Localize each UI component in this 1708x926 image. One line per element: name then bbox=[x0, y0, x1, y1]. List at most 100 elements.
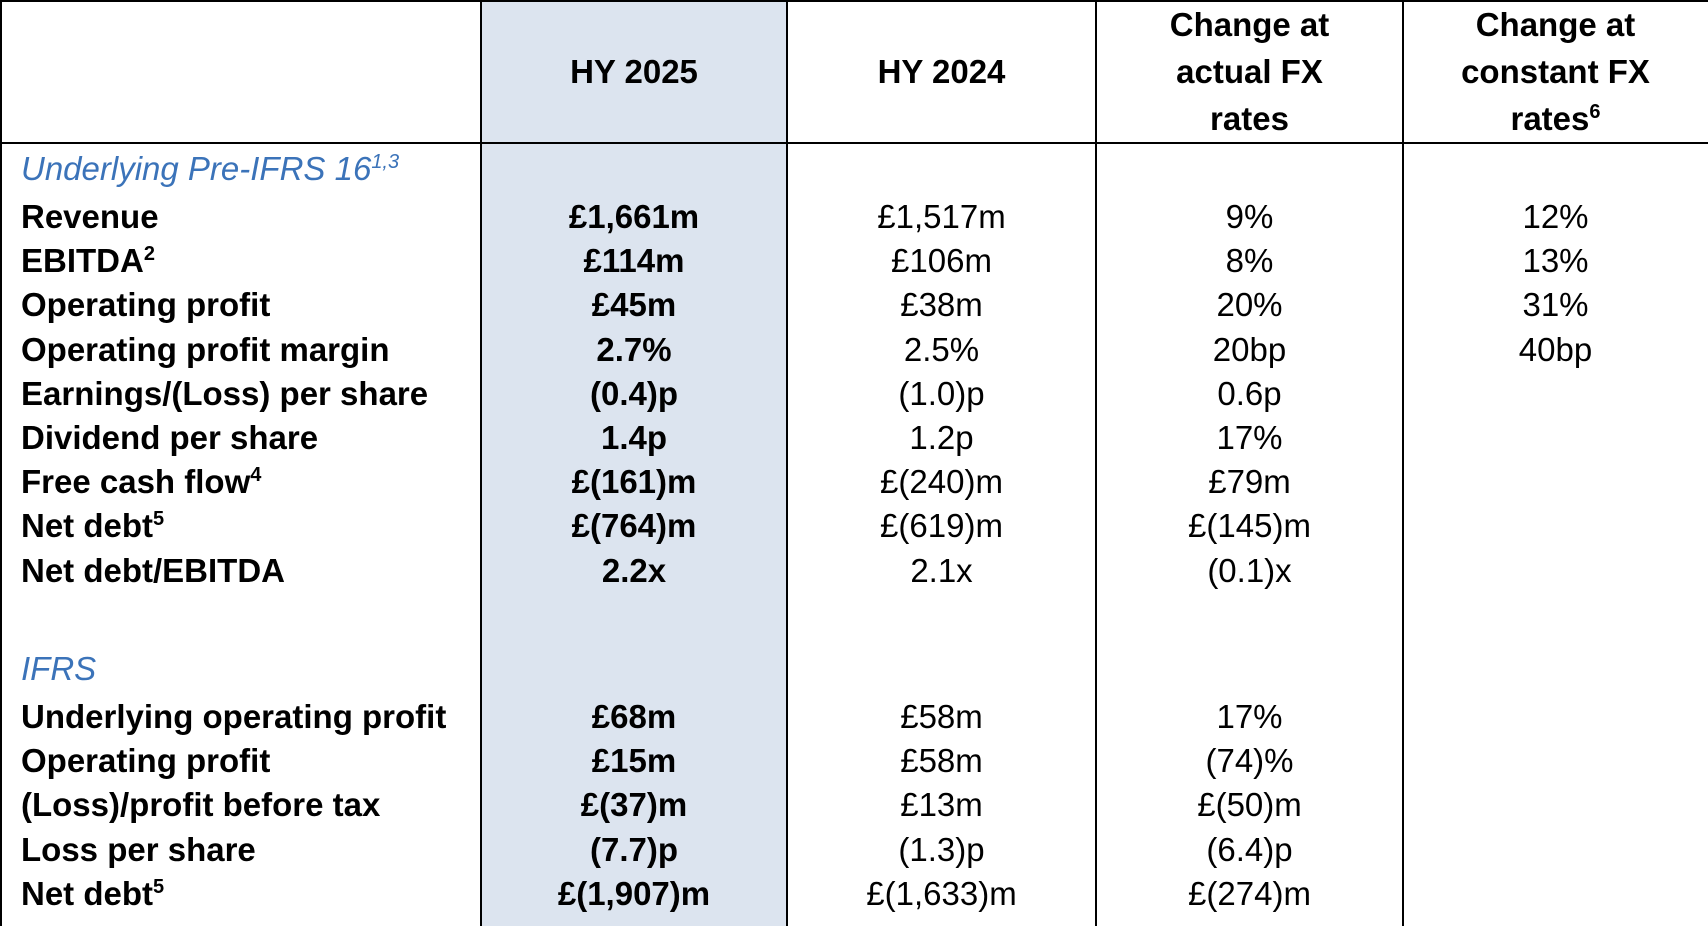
value-change-actual-fx: (74)% bbox=[1205, 742, 1294, 780]
row-label: Operating profit bbox=[21, 742, 271, 780]
value-hy2025: (0.4)p bbox=[589, 374, 678, 412]
value-hy2025: £1,661m bbox=[568, 198, 700, 235]
table-row: Dividend per share 1.4p 1.2p 17% bbox=[0, 414, 1708, 462]
value-hy2025: 2.7% bbox=[596, 330, 672, 368]
value-change-constant-fx: 40bp bbox=[1518, 330, 1593, 368]
table-row: Net debt5 £(1,907)m £(1,633)m £(274)m bbox=[0, 870, 1708, 918]
value-hy2024: £58m bbox=[900, 698, 983, 735]
value-hy2024: £(1,633)m bbox=[866, 874, 1017, 912]
column-divider-3 bbox=[1095, 0, 1097, 926]
value-hy2024: £13m bbox=[900, 786, 983, 824]
value-hy2025: 2.2x bbox=[601, 551, 667, 589]
footnote-marker: 2 bbox=[143, 243, 155, 266]
value-hy2025: 1.4p bbox=[600, 419, 668, 456]
table-row: (Loss)/profit before tax £(37)m £13m £(50)m bbox=[0, 781, 1708, 829]
value-change-actual-fx: 9% bbox=[1225, 198, 1274, 235]
value-change-actual-fx: £79m bbox=[1208, 463, 1291, 501]
value-hy2025: £(161)m bbox=[571, 463, 697, 501]
value-change-actual-fx: 8% bbox=[1225, 242, 1274, 280]
table-row: Revenue £1,661m £1,517m 9% 12% bbox=[0, 193, 1708, 241]
hy2025-column-highlight bbox=[481, 0, 787, 926]
value-hy2024: £106m bbox=[891, 242, 992, 280]
value-change-constant-fx: 12% bbox=[1522, 198, 1589, 235]
value-hy2025: £(764)m bbox=[571, 507, 697, 545]
value-change-constant-fx bbox=[1403, 826, 1708, 874]
table-row: Operating profit £45m £38m 20% 31% bbox=[0, 281, 1708, 329]
row-label: Revenue bbox=[21, 198, 159, 235]
table-row: EBITDA2 £114m £106m 8% 13% bbox=[0, 237, 1708, 285]
row-label: Operating profit margin bbox=[21, 330, 390, 368]
row-label: Earnings/(Loss) per share bbox=[21, 374, 429, 412]
value-change-actual-fx: 20bp bbox=[1212, 330, 1287, 368]
value-hy2024: £(240)m bbox=[880, 463, 1003, 501]
footnote-marker: 5 bbox=[153, 875, 165, 898]
value-hy2025: £114m bbox=[583, 242, 685, 280]
value-change-actual-fx: (6.4)p bbox=[1206, 830, 1293, 868]
value-change-actual-fx: 20% bbox=[1216, 286, 1283, 324]
table-row: Operating profit margin 2.7% 2.5% 20bp 40bp bbox=[0, 326, 1708, 374]
value-hy2024: £58m bbox=[900, 742, 983, 780]
row-label: Loss per share bbox=[21, 830, 256, 868]
value-change-actual-fx: 17% bbox=[1216, 698, 1283, 735]
value-change-constant-fx bbox=[1403, 737, 1708, 785]
value-change-actual-fx: £(145)m bbox=[1188, 507, 1311, 545]
header-change-constant-fx: Change at constant FX rates6 bbox=[1461, 6, 1650, 137]
value-change-constant-fx bbox=[1403, 458, 1708, 506]
value-hy2024: (1.3)p bbox=[898, 830, 985, 868]
header-change-actual-fx: Change at actual FX rates bbox=[1169, 6, 1330, 137]
value-hy2024: 2.5% bbox=[903, 330, 980, 368]
section-title-underlying: Underlying Pre-IFRS 161,3 bbox=[21, 150, 400, 187]
value-hy2025: £(1,907)m bbox=[557, 874, 711, 912]
row-label: Net debt5 bbox=[21, 874, 165, 912]
table-row: Net debt/EBITDA 2.2x 2.1x (0.1)x bbox=[0, 547, 1708, 595]
footnote-marker: 4 bbox=[250, 464, 262, 487]
value-change-constant-fx bbox=[1403, 414, 1708, 462]
value-change-actual-fx: 0.6p bbox=[1217, 374, 1282, 412]
row-label: Operating profit bbox=[21, 286, 271, 324]
value-change-actual-fx: 17% bbox=[1216, 419, 1283, 456]
value-change-actual-fx: (0.1)x bbox=[1207, 551, 1292, 589]
value-change-constant-fx bbox=[1403, 370, 1708, 418]
row-label: Net debt5 bbox=[21, 507, 165, 545]
table-row: Net debt5 £(764)m £(619)m £(145)m bbox=[0, 502, 1708, 550]
value-hy2024: (1.0)p bbox=[898, 374, 985, 412]
value-hy2024: £1,517m bbox=[877, 198, 1006, 235]
row-label: Free cash flow4 bbox=[21, 463, 262, 501]
value-hy2025: £68m bbox=[591, 698, 677, 735]
footnote-marker: 5 bbox=[153, 508, 165, 531]
section-title-ifrs: IFRS bbox=[21, 650, 97, 687]
column-divider-4 bbox=[1402, 0, 1404, 926]
value-hy2024: 2.1x bbox=[910, 551, 973, 589]
header-hy2024: HY 2024 bbox=[877, 53, 1006, 90]
value-change-constant-fx: 31% bbox=[1522, 286, 1589, 324]
column-divider-2 bbox=[786, 0, 788, 926]
column-divider-1 bbox=[480, 0, 482, 926]
table-row: Loss per share (7.7)p (1.3)p (6.4)p bbox=[0, 826, 1708, 874]
table-row: Operating profit £15m £58m (74)% bbox=[0, 737, 1708, 785]
footnote-marker: 1,3 bbox=[371, 151, 400, 173]
value-hy2025: (7.7)p bbox=[589, 830, 678, 868]
footnote-marker: 6 bbox=[1589, 101, 1601, 123]
value-change-constant-fx bbox=[1403, 547, 1708, 595]
row-label: Underlying operating profit bbox=[21, 698, 447, 735]
row-label: EBITDA2 bbox=[21, 242, 155, 280]
value-change-constant-fx bbox=[1403, 502, 1708, 550]
value-hy2025: £(37)m bbox=[580, 786, 688, 824]
header-hy2025: HY 2025 bbox=[570, 53, 698, 90]
row-label: (Loss)/profit before tax bbox=[21, 786, 381, 824]
header-bottom-border bbox=[0, 142, 1708, 144]
value-hy2024: 1.2p bbox=[909, 419, 974, 456]
table-top-border bbox=[0, 0, 1708, 2]
table-row: Free cash flow4 £(161)m £(240)m £79m bbox=[0, 458, 1708, 506]
value-change-constant-fx bbox=[1403, 693, 1708, 741]
value-change-constant-fx bbox=[1403, 781, 1708, 829]
value-change-actual-fx: £(274)m bbox=[1188, 874, 1311, 912]
row-label: Dividend per share bbox=[21, 419, 319, 456]
value-hy2024: £(619)m bbox=[880, 507, 1003, 545]
value-hy2025: £15m bbox=[591, 742, 677, 780]
table-left-border bbox=[0, 0, 2, 926]
row-label: Net debt/EBITDA bbox=[21, 551, 285, 589]
value-change-constant-fx bbox=[1403, 870, 1708, 918]
value-hy2025: £45m bbox=[591, 286, 677, 324]
value-hy2024: £38m bbox=[900, 286, 983, 324]
